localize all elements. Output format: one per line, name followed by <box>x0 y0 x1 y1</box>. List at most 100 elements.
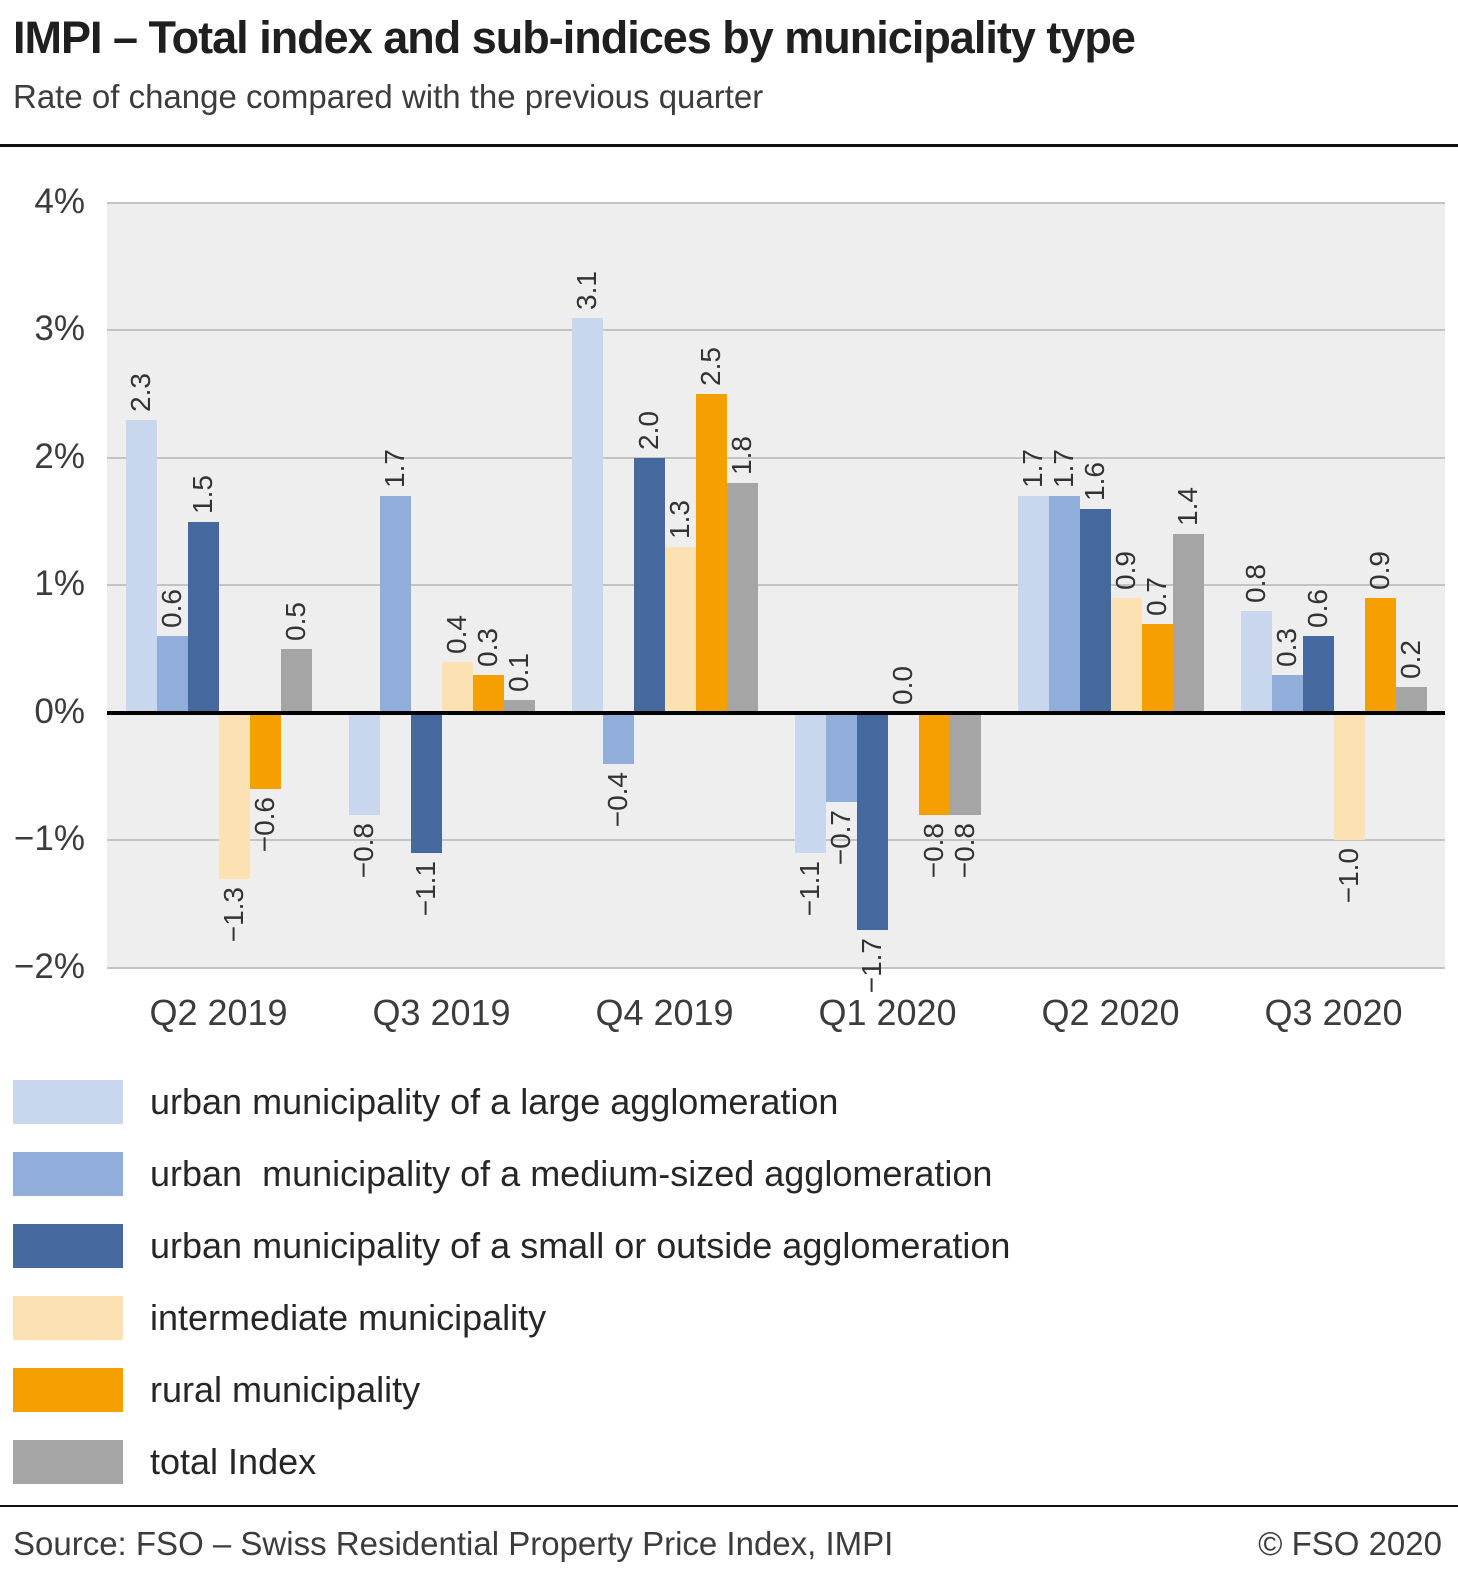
bar <box>949 712 981 815</box>
bar-value-label: −0.7 <box>825 810 856 866</box>
bar <box>1240 610 1272 713</box>
bar <box>664 547 696 713</box>
bar <box>918 712 950 815</box>
chart-header: IMPI – Total index and sub-indices by mu… <box>13 12 1445 116</box>
legend-label: total Index <box>150 1440 317 1482</box>
bar <box>726 483 758 713</box>
bar <box>695 394 727 713</box>
bar-value-label: 3.1 <box>571 270 602 310</box>
bar-value-label: 1.4 <box>1172 487 1203 527</box>
bar <box>348 712 380 815</box>
bar-value-label: 0.5 <box>280 602 311 641</box>
bar-value-label: 0.1 <box>503 653 534 692</box>
y-axis-tick-label: 0% <box>34 691 85 731</box>
bar-group-q3-2020: 0.8 0.3 0.6 −1.0 0.9 0.2 <box>1222 203 1445 968</box>
bar-value-label: 0.2 <box>1395 640 1426 680</box>
bar-value-label: −1.1 <box>794 861 825 917</box>
zero-line <box>107 710 1445 715</box>
y-axis-tick-label: −1% <box>13 819 85 859</box>
bar <box>1364 598 1396 713</box>
y-axis-tick-label: 3% <box>34 309 85 349</box>
bar-group-q2-2019: 2.3 0.6 1.5 −1.3 −0.6 0.5 <box>107 203 330 968</box>
legend-item: urban municipality of a small or outside… <box>13 1223 1445 1268</box>
bar <box>125 419 157 713</box>
bar <box>156 636 188 713</box>
bar-value-label: 1.6 <box>1079 461 1110 501</box>
bar <box>1333 712 1365 841</box>
x-axis-label: Q1 2020 <box>818 991 957 1033</box>
bar <box>1302 636 1334 713</box>
legend-item: urban municipality of a medium-sized agg… <box>13 1151 1445 1196</box>
y-axis-tick-label: 1% <box>34 564 85 604</box>
legend-label: intermediate municipality <box>150 1296 547 1338</box>
bar-chart: 4% 3% 2% 1% 0% −1% −2% 2.3 0.6 1.5 −1.3 −0.6 0.5 −0.… <box>13 182 1445 1034</box>
bar-value-label: 0.6 <box>1302 589 1333 629</box>
bar-value-label: −1.1 <box>410 861 441 917</box>
bar-value-label: 1.7 <box>1017 449 1048 488</box>
plot-area: 2.3 0.6 1.5 −1.3 −0.6 0.5 −0.8 1.7 −1.1 0.4 0.3 0.1… <box>107 201 1445 993</box>
bar-value-label: −0.8 <box>348 822 379 879</box>
bar <box>1110 598 1142 713</box>
bar-value-label: −0.8 <box>949 822 980 879</box>
bar <box>633 457 665 713</box>
bar <box>1172 534 1204 713</box>
bar-value-label: −0.4 <box>602 771 633 828</box>
bar-value-label: 1.5 <box>187 474 218 514</box>
legend-label: rural municipality <box>150 1368 421 1410</box>
bar-value-label: 2.0 <box>633 410 664 450</box>
copyright-note: © FSO 2020 <box>1258 1525 1442 1562</box>
y-axis: 4% 3% 2% 1% 0% −1% −2% <box>13 182 107 986</box>
bar <box>1048 496 1080 713</box>
bar <box>187 521 219 713</box>
bar-group-q4-2019: 3.1 −0.4 2.0 1.3 2.5 1.8 <box>553 203 776 968</box>
bar <box>1395 687 1427 713</box>
bar-value-label: 0.4 <box>441 614 472 654</box>
bar <box>472 674 504 713</box>
bottom-divider <box>0 1505 1458 1507</box>
x-axis-label: Q4 2019 <box>595 991 734 1033</box>
gridline <box>107 456 1445 459</box>
footer: Source: FSO – Swiss Residential Property… <box>13 1525 1442 1563</box>
legend-swatch <box>13 1295 123 1340</box>
bar-group-q2-2020: 1.7 1.7 1.6 0.9 0.7 1.4 <box>999 203 1222 968</box>
bar <box>794 712 826 853</box>
x-axis-label: Q3 2020 <box>1264 991 1403 1033</box>
bar-value-label: 2.3 <box>125 372 156 412</box>
gridline <box>107 201 1445 204</box>
y-axis-tick-label: 2% <box>34 436 85 476</box>
x-axis: Q2 2019 Q3 2019 Q4 2019 Q1 2020 Q2 2020 Q3 20… <box>107 968 1445 1034</box>
bar-value-label: 0.9 <box>1110 551 1141 590</box>
bar-value-label: 0.0 <box>887 665 918 705</box>
bar <box>379 496 411 713</box>
legend-item: total Index <box>13 1439 1445 1484</box>
bar <box>280 649 312 713</box>
legend-swatch <box>13 1439 123 1484</box>
legend-item: rural municipality <box>13 1367 1445 1412</box>
bar <box>218 712 250 879</box>
page-subtitle: Rate of change compared with the previou… <box>13 77 764 115</box>
bar <box>1271 674 1303 713</box>
bar <box>1141 623 1173 713</box>
legend-label: urban municipality of a medium-sized agg… <box>150 1152 993 1194</box>
bar <box>441 661 473 713</box>
source-note: Source: FSO – Swiss Residential Property… <box>13 1525 894 1562</box>
gridline <box>107 584 1445 587</box>
bar-value-label: 1.3 <box>664 500 695 539</box>
bar-value-label: 0.6 <box>156 589 187 629</box>
gridline <box>107 966 1445 969</box>
legend-item: intermediate municipality <box>13 1295 1445 1340</box>
y-axis-tick-label: −2% <box>13 946 85 986</box>
bar-value-label: −1.7 <box>856 937 887 993</box>
bar-value-label: 1.7 <box>1048 449 1079 488</box>
bar-value-label: 0.9 <box>1364 551 1395 590</box>
legend: urban municipality of a large agglomerat… <box>13 1079 1445 1484</box>
bar <box>249 712 281 790</box>
bar-value-label: −1.0 <box>1333 848 1364 904</box>
top-divider <box>0 143 1458 147</box>
bar <box>410 712 442 853</box>
bar-group-q3-2019: −0.8 1.7 −1.1 0.4 0.3 0.1 <box>330 203 553 968</box>
bar-value-label: −1.3 <box>218 886 249 942</box>
legend-swatch <box>13 1367 123 1412</box>
gridline <box>107 839 1445 842</box>
